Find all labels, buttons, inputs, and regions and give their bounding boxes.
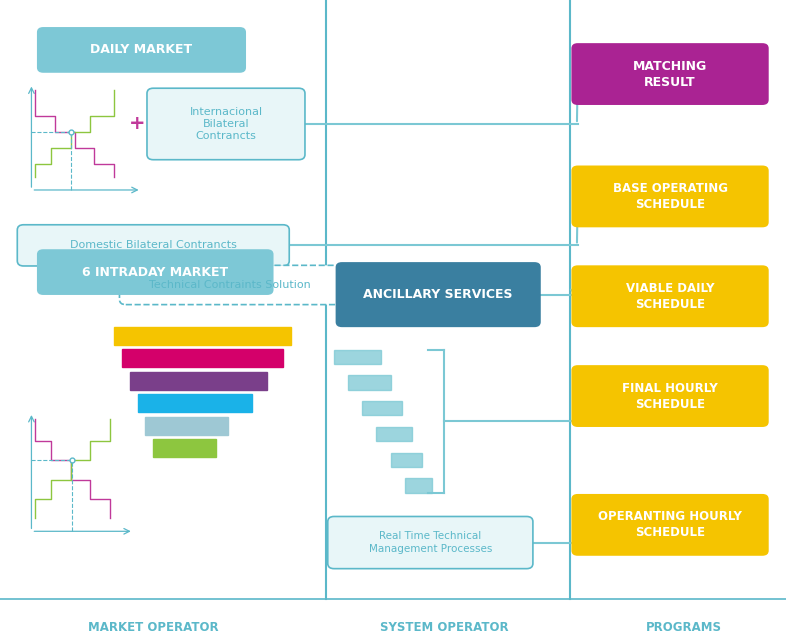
Bar (348, 375, 391, 390)
Text: DAILY MARKET: DAILY MARKET (90, 43, 193, 57)
FancyBboxPatch shape (37, 249, 274, 295)
Text: MARKET OPERATOR: MARKET OPERATOR (88, 621, 219, 634)
FancyBboxPatch shape (147, 88, 305, 160)
FancyBboxPatch shape (571, 43, 769, 105)
Bar (405, 478, 432, 493)
FancyBboxPatch shape (17, 225, 289, 266)
Bar (391, 453, 422, 467)
Text: Real Time Technical
Management Processes: Real Time Technical Management Processes (369, 531, 492, 554)
Bar (376, 427, 412, 441)
Text: BASE OPERATING
SCHEDULE: BASE OPERATING SCHEDULE (612, 182, 728, 211)
Text: SYSTEM OPERATOR: SYSTEM OPERATOR (380, 621, 509, 634)
FancyBboxPatch shape (37, 27, 246, 73)
Text: 6 INTRADAY MARKET: 6 INTRADAY MARKET (83, 265, 228, 279)
FancyBboxPatch shape (571, 365, 769, 427)
Text: Internacional
Bilateral
Contrancts: Internacional Bilateral Contrancts (189, 106, 263, 142)
Text: MATCHING
RESULT: MATCHING RESULT (633, 59, 707, 89)
Bar (153, 439, 216, 457)
Bar (138, 394, 252, 412)
Bar (334, 350, 381, 364)
Bar (130, 372, 267, 390)
Text: FINAL HOURLY
SCHEDULE: FINAL HOURLY SCHEDULE (623, 381, 718, 411)
FancyBboxPatch shape (336, 262, 541, 327)
Bar (362, 401, 402, 415)
Text: ANCILLARY SERVICES: ANCILLARY SERVICES (363, 288, 513, 301)
FancyBboxPatch shape (571, 166, 769, 227)
FancyBboxPatch shape (328, 516, 533, 569)
FancyBboxPatch shape (571, 265, 769, 327)
FancyBboxPatch shape (119, 265, 340, 305)
Text: PROGRAMS: PROGRAMS (646, 621, 722, 634)
Bar (122, 349, 283, 367)
Bar (145, 417, 228, 435)
Text: VIABLE DAILY
SCHEDULE: VIABLE DAILY SCHEDULE (626, 281, 714, 311)
Text: OPERANTING HOURLY
SCHEDULE: OPERANTING HOURLY SCHEDULE (598, 510, 742, 540)
Bar (114, 327, 291, 345)
FancyBboxPatch shape (571, 494, 769, 556)
Text: Domestic Bilateral Contrancts: Domestic Bilateral Contrancts (70, 240, 237, 251)
Text: +: + (130, 114, 145, 133)
Text: Technical Contraints Solution: Technical Contraints Solution (149, 280, 310, 290)
